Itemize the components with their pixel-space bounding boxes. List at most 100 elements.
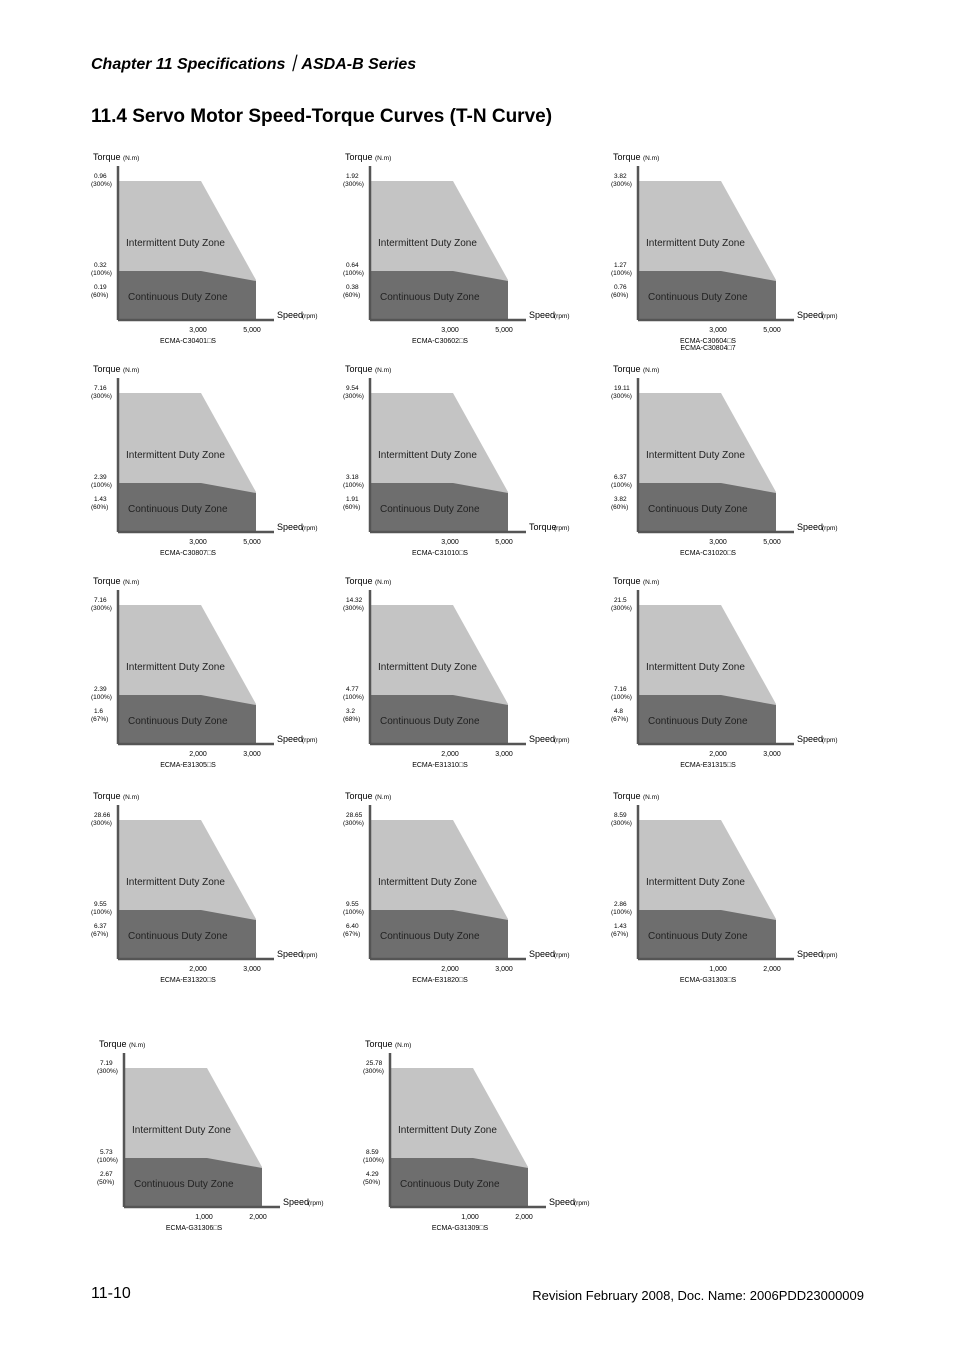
x-axis-label: Speed [797,949,823,959]
continuous-zone-area [370,483,508,532]
continuous-zone-area [638,910,776,959]
peak-torque-value: 9.54 [346,385,359,392]
continuous-zone-label: Continuous Duty Zone [128,292,228,303]
model-name: ECMA-G31306□S [166,1225,223,1232]
continuous-zone-label: Continuous Duty Zone [648,504,748,515]
continuous-zone-label: Continuous Duty Zone [380,931,480,942]
low-torque-value: 1.43 [94,496,107,503]
y-axis-unit: (N.m) [643,367,659,374]
tn-curve-chart: Torque (N.m) 28.66 (300%) 9.55 (100%) 6.37 (67%… [88,787,338,987]
continuous-zone-area [118,271,256,320]
rated-torque-pct: (100%) [363,1157,384,1164]
rated-torque-value: 1.27 [614,262,627,269]
y-axis-unit: (N.m) [643,155,659,162]
model-name: ECMA-E31820□S [412,977,468,984]
continuous-zone-area [638,483,776,532]
continuous-zone-label: Continuous Duty Zone [380,716,480,727]
x-axis-unit: (rpm) [822,313,838,320]
x-tick-label: 3,000 [763,751,781,758]
rated-torque-pct: (100%) [611,270,632,277]
low-torque-value: 6.40 [346,923,359,930]
low-torque-value: 0.38 [346,284,359,291]
y-axis-label: Torque [99,1039,127,1049]
y-axis-unit: (N.m) [375,794,391,801]
tn-curve-svg: Torque (N.m) 25.78(300%) 8.59(100%) 4.29(50%… [363,1039,590,1232]
model-name: ECMA-C30401□S [160,338,216,345]
low-torque-pct: (50%) [363,1179,380,1186]
model-name: ECMA-C30807□S [160,550,216,557]
x-axis-label: Torque [529,522,557,532]
x-tick-label: 5,000 [763,327,781,334]
x-axis-unit: (rpm) [554,525,570,532]
y-axis-unit: (N.m) [643,579,659,586]
x-tick-label: 2,000 [441,966,459,973]
peak-torque-value: 19.11 [614,385,630,392]
tn-curve-svg: Torque (N.m) 1.92(300%) 0.64(100%) 0.38(60%)… [343,152,570,345]
model-name: ECMA-C31010□S [412,550,468,557]
model-name: ECMA-E31320□S [160,977,216,984]
low-torque-pct: (60%) [343,292,360,299]
x-tick-label: 2,000 [441,751,459,758]
rated-torque-value: 0.64 [346,262,359,269]
y-axis-label: Torque [345,791,373,801]
x-axis-label: Speed [277,310,303,320]
low-torque-value: 4.29 [366,1171,379,1178]
tn-curve-svg: Torque (N.m) 28.65(300%) 9.55(100%) 6.40(67%… [343,791,570,984]
low-torque-value: 6.37 [94,923,107,930]
y-axis-unit: (N.m) [375,579,391,586]
continuous-zone-area [390,1158,528,1207]
peak-torque-value: 28.65 [346,812,363,819]
low-torque-pct: (67%) [611,716,628,723]
x-axis-unit: (rpm) [574,1200,590,1207]
rated-torque-value: 2.39 [94,474,107,481]
y-axis-label: Torque [613,364,641,374]
tn-curve-chart: Torque (N.m) 14.32 (300%) 4.77 (100%) 3.2 (68%)… [340,572,590,772]
rated-torque-pct: (100%) [343,482,364,489]
y-axis-unit: (N.m) [375,367,391,374]
rated-torque-pct: (100%) [91,270,112,277]
peak-torque-pct: (300%) [611,393,632,400]
peak-torque-pct: (300%) [91,605,112,612]
low-torque-value: 1.6 [94,708,103,715]
x-tick-label: 2,000 [515,1214,533,1221]
rated-torque-value: 9.55 [346,901,359,908]
intermittent-zone-label: Intermittent Duty Zone [646,877,745,888]
model-name: ECMA-C31020□S [680,550,736,557]
low-torque-pct: (60%) [91,504,108,511]
peak-torque-pct: (300%) [343,820,364,827]
y-axis-label: Torque [345,576,373,586]
x-axis-unit: (rpm) [822,737,838,744]
x-axis-unit: (rpm) [302,952,318,959]
peak-torque-pct: (300%) [91,181,112,188]
x-tick-label: 3,000 [495,751,513,758]
x-axis-unit: (rpm) [302,737,318,744]
peak-torque-pct: (300%) [611,605,632,612]
intermittent-zone-label: Intermittent Duty Zone [398,1125,497,1136]
low-torque-pct: (67%) [91,931,108,938]
intermittent-zone-label: Intermittent Duty Zone [126,877,225,888]
continuous-zone-area [370,271,508,320]
peak-torque-pct: (300%) [97,1068,118,1075]
model-name: ECMA-C30602□S [412,338,468,345]
x-tick-label: 5,000 [495,327,513,334]
low-torque-pct: (60%) [611,292,628,299]
low-torque-value: 4.8 [614,708,623,715]
intermittent-zone-label: Intermittent Duty Zone [646,662,745,673]
x-tick-label: 3,000 [243,966,261,973]
tn-curve-chart: Torque (N.m) 7.16 (300%) 2.39 (100%) 1.43 (60%)… [88,360,338,560]
low-torque-value: 0.76 [614,284,627,291]
peak-torque-pct: (300%) [363,1068,384,1075]
x-tick-label: 2,000 [709,751,727,758]
x-axis-unit: (rpm) [308,1200,324,1207]
revision-note: Revision February 2008, Doc. Name: 2006P… [532,1288,864,1303]
continuous-zone-label: Continuous Duty Zone [128,931,228,942]
model-name: ECMA-C30604□S [680,338,736,345]
y-axis-unit: (N.m) [123,367,139,374]
x-tick-label: 3,000 [495,966,513,973]
tn-curve-svg: Torque (N.m) 7.16(300%) 2.39(100%) 1.6(67%) I… [91,576,318,769]
x-axis-label: Speed [797,310,823,320]
x-axis-label: Speed [529,734,555,744]
model-name: ECMA-G31303□S [680,977,737,984]
y-axis-label: Torque [345,152,373,162]
x-axis-unit: (rpm) [302,313,318,320]
